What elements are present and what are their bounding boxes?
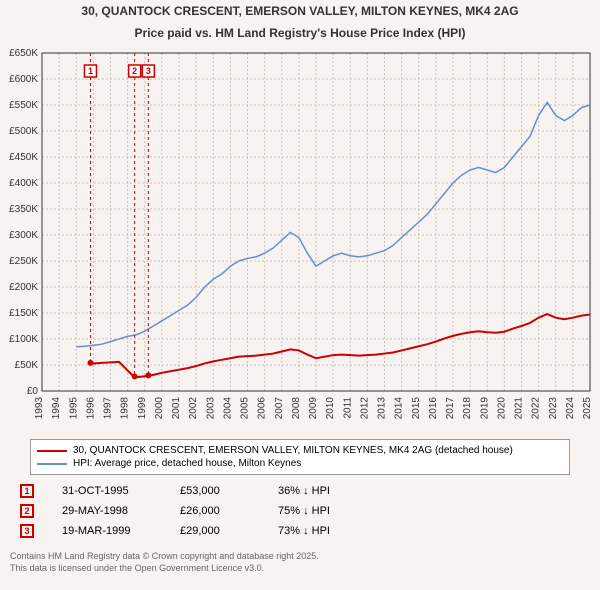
svg-text:1999: 1999 [137,397,148,420]
svg-text:£0: £0 [27,386,39,397]
svg-text:2002: 2002 [188,397,199,420]
legend: 30, QUANTOCK CRESCENT, EMERSON VALLEY, M… [30,439,570,475]
svg-text:2007: 2007 [274,397,285,420]
marker-diff: 75% ↓ HPI [278,505,358,517]
svg-text:2020: 2020 [496,397,507,420]
svg-text:£150K: £150K [9,308,38,319]
svg-text:2: 2 [132,66,137,76]
svg-text:£650K: £650K [9,48,38,59]
svg-text:£350K: £350K [9,204,38,215]
svg-text:2010: 2010 [325,397,336,420]
svg-text:3: 3 [146,66,151,76]
svg-text:2021: 2021 [514,397,525,420]
marker-price: £29,000 [180,525,250,537]
svg-text:2001: 2001 [171,397,182,420]
svg-text:2013: 2013 [377,397,388,420]
svg-text:1: 1 [88,66,93,76]
marker-price: £26,000 [180,505,250,517]
marker-number-box: 2 [20,504,34,518]
footer-line1: Contains HM Land Registry data © Crown c… [10,551,590,563]
svg-text:2023: 2023 [548,397,559,420]
svg-text:1996: 1996 [85,397,96,420]
marker-row: 3 19-MAR-1999 £29,000 73% ↓ HPI [20,521,580,541]
svg-text:1998: 1998 [120,397,131,420]
chart-title-line2: Price paid vs. HM Land Registry's House … [0,22,600,44]
svg-text:2017: 2017 [445,397,456,420]
legend-swatch [37,463,67,465]
marker-price: £53,000 [180,485,250,497]
svg-text:2003: 2003 [205,397,216,420]
legend-item: 30, QUANTOCK CRESCENT, EMERSON VALLEY, M… [37,444,563,457]
svg-text:2004: 2004 [222,397,233,420]
chart-plot: £0 £50K £100K £150K £200K £250K £300K £350K £400… [0,43,600,433]
svg-text:2012: 2012 [359,397,370,420]
legend-label: HPI: Average price, detached house, Milt… [73,458,301,469]
svg-text:£300K: £300K [9,230,38,241]
marker-table: 1 31-OCT-1995 £53,000 36% ↓ HPI 2 29-MAY-1998… [20,481,580,541]
svg-text:£100K: £100K [9,334,38,345]
svg-text:2019: 2019 [479,397,490,420]
svg-text:2018: 2018 [462,397,473,420]
footer-line2: This data is licensed under the Open Gov… [10,563,590,575]
svg-text:1993: 1993 [34,397,45,420]
svg-text:2025: 2025 [582,397,593,420]
svg-text:2011: 2011 [342,397,353,419]
svg-text:£450K: £450K [9,152,38,163]
svg-text:2015: 2015 [411,397,422,420]
marker-diff: 36% ↓ HPI [278,485,358,497]
chart-title-line1: 30, QUANTOCK CRESCENT, EMERSON VALLEY, M… [0,0,600,22]
svg-text:2005: 2005 [240,397,251,420]
svg-text:£50K: £50K [15,360,39,371]
marker-number-box: 3 [20,524,34,538]
legend-label: 30, QUANTOCK CRESCENT, EMERSON VALLEY, M… [73,445,513,456]
marker-date: 19-MAR-1999 [62,525,152,537]
svg-text:2024: 2024 [565,397,576,420]
legend-item: HPI: Average price, detached house, Milt… [37,457,563,470]
footer-attribution: Contains HM Land Registry data © Crown c… [0,545,600,574]
chart-svg: £0 £50K £100K £150K £200K £250K £300K £350K £400… [0,43,600,433]
svg-text:2000: 2000 [154,397,165,420]
marker-date: 29-MAY-1998 [62,505,152,517]
svg-text:2016: 2016 [428,397,439,420]
svg-text:2009: 2009 [308,397,319,420]
svg-text:2008: 2008 [291,397,302,420]
marker-number-box: 1 [20,484,34,498]
svg-text:1997: 1997 [103,397,114,420]
svg-text:1995: 1995 [68,397,79,420]
svg-text:£500K: £500K [9,126,38,137]
svg-text:£250K: £250K [9,256,38,267]
svg-text:1994: 1994 [51,397,62,420]
svg-text:2006: 2006 [257,397,268,420]
svg-text:2022: 2022 [531,397,542,420]
svg-text:£400K: £400K [9,178,38,189]
svg-text:£600K: £600K [9,74,38,85]
marker-row: 2 29-MAY-1998 £26,000 75% ↓ HPI [20,501,580,521]
marker-row: 1 31-OCT-1995 £53,000 36% ↓ HPI [20,481,580,501]
marker-date: 31-OCT-1995 [62,485,152,497]
svg-text:£200K: £200K [9,282,38,293]
legend-swatch [37,450,67,452]
svg-text:2014: 2014 [394,397,405,420]
svg-text:£550K: £550K [9,100,38,111]
marker-diff: 73% ↓ HPI [278,525,358,537]
